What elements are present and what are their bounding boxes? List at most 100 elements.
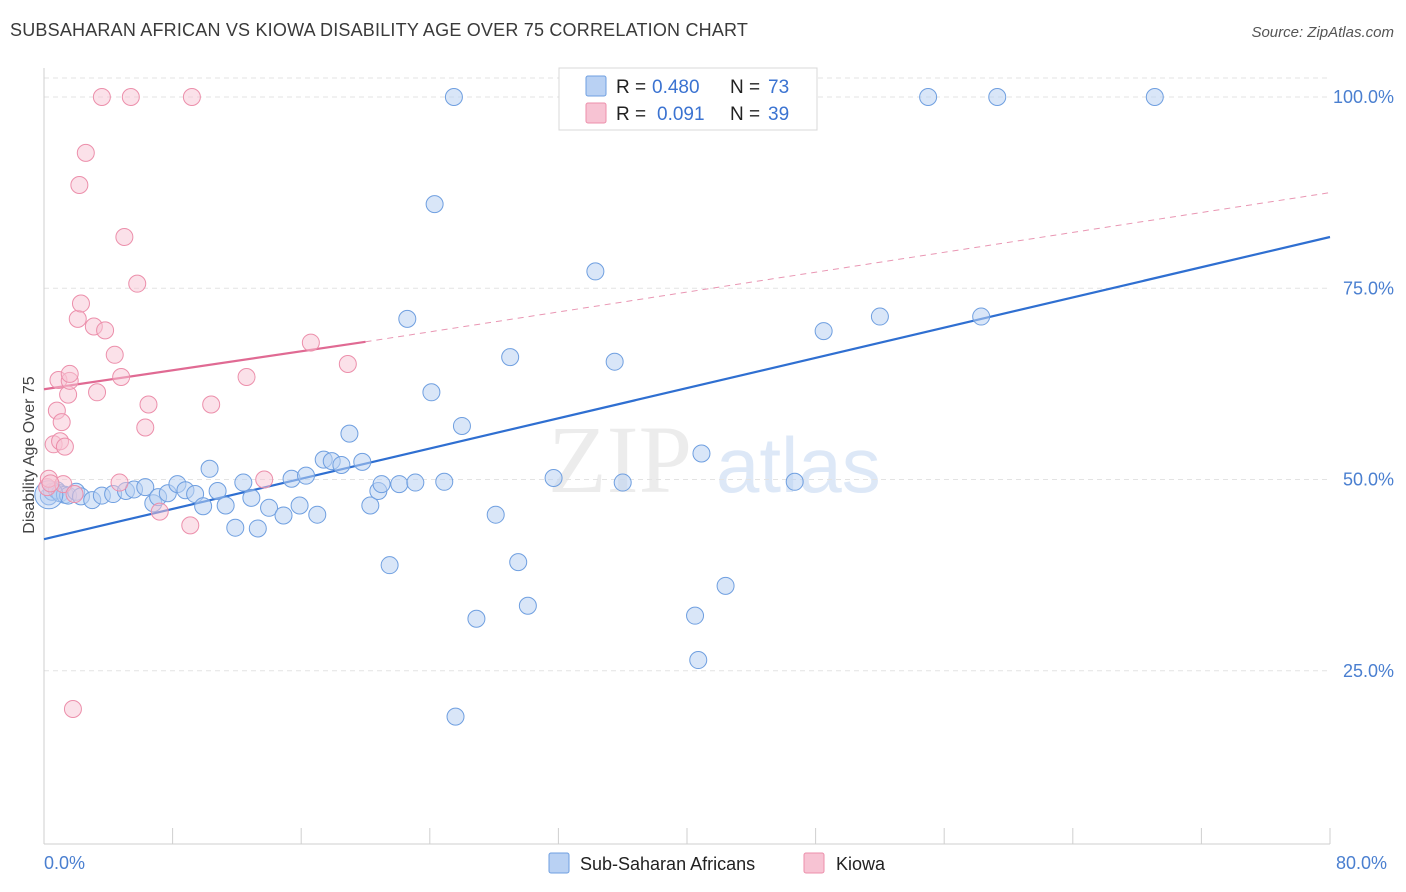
trend-line-sub-saharan-africans [43,235,1331,541]
data-point-sub-saharan-africans [398,309,417,328]
watermark: ZIP atlas [548,406,881,513]
legend-n-value-1: 73 [768,77,789,98]
legend-swatch-blue [585,75,607,97]
data-point-kiowa [105,345,124,364]
data-point-sub-saharan-africans [242,488,261,507]
data-point-kiowa [301,333,320,352]
data-point-sub-saharan-africans [467,609,486,628]
data-point-sub-saharan-africans [586,262,605,281]
data-point-sub-saharan-africans [260,498,279,517]
data-point-sub-saharan-africans [332,455,351,474]
y-tick-label: 75.0% [1343,278,1394,298]
data-point-sub-saharan-africans [919,88,938,106]
y-tick-label: 50.0% [1343,470,1394,490]
data-point-kiowa [128,274,147,293]
data-point-sub-saharan-africans [686,606,705,625]
y-tick-label: 25.0% [1343,661,1394,681]
data-point-kiowa [139,395,158,414]
legend-r-label-1: R = [616,77,646,98]
data-point-kiowa [115,227,134,246]
data-point-sub-saharan-africans [1145,88,1164,106]
y-tick-labels: 25.0% 50.0% 75.0% 100.0% [1333,87,1394,681]
bottom-legend-label-2: Kiowa [836,854,886,874]
legend-n-value-2: 39 [768,104,789,125]
series-kiowa [38,88,357,718]
legend-swatch-pink [585,102,607,124]
bottom-legend-swatch-blue [548,852,570,874]
y-axis-title: Disability Age Over 75 [21,376,38,534]
data-point-kiowa [181,516,200,535]
data-point-sub-saharan-africans [501,348,520,367]
data-point-kiowa [63,700,82,718]
trend-line-kiowa-extension [365,192,1331,343]
data-point-sub-saharan-africans [692,444,711,463]
data-point-sub-saharan-africans [234,473,253,492]
data-point-kiowa [237,367,256,386]
data-point-sub-saharan-africans [216,496,235,515]
data-point-sub-saharan-africans [814,322,833,341]
x-axis-ticks [43,828,1331,844]
data-point-sub-saharan-africans [380,556,399,575]
data-point-sub-saharan-africans [208,481,227,500]
data-point-kiowa [338,354,357,373]
chart-source: Source: ZipAtlas.com [1251,24,1394,41]
data-point-sub-saharan-africans [248,519,267,538]
data-point-sub-saharan-africans [308,505,327,524]
data-point-kiowa [202,395,221,414]
data-point-sub-saharan-africans [274,506,293,525]
chart-title: SUBSAHARAN AFRICAN VS KIOWA DISABILITY A… [10,20,749,40]
data-point-sub-saharan-africans [716,576,735,595]
y-tick-label: 100.0% [1333,87,1394,107]
legend-n-label-1: N = [730,77,760,98]
data-point-kiowa [136,418,155,437]
watermark-zip: ZIP [548,406,692,513]
legend-n-label-2: N = [730,104,760,125]
data-point-kiowa [182,88,201,106]
data-point-sub-saharan-africans [435,472,454,491]
data-point-sub-saharan-africans [870,307,889,326]
data-point-sub-saharan-africans [689,651,708,670]
data-point-sub-saharan-africans [422,383,441,402]
watermark-atlas: atlas [716,421,881,509]
top-legend: R = 0.480 N = 73 R = 0.091 N = 39 [558,67,818,131]
data-point-sub-saharan-africans [988,88,1007,106]
gridlines [44,77,1330,672]
data-point-sub-saharan-africans [372,475,391,494]
data-point-kiowa [92,88,111,106]
data-point-sub-saharan-africans [194,497,213,516]
data-point-kiowa [112,367,131,386]
x-tick-label-min: 0.0% [44,853,85,873]
data-point-sub-saharan-africans [518,596,537,615]
data-point-kiowa [88,383,107,402]
data-point-sub-saharan-africans [544,468,563,487]
data-point-sub-saharan-africans [200,459,219,478]
data-point-kiowa [70,175,89,194]
data-point-kiowa [41,474,60,493]
bottom-legend-label-1: Sub-Saharan Africans [580,854,755,874]
trend-line-kiowa [43,340,366,391]
data-point-sub-saharan-africans [136,478,155,497]
data-point-sub-saharan-africans [486,505,505,524]
x-tick-label-max: 80.0% [1336,853,1387,873]
data-point-sub-saharan-africans [785,472,804,491]
data-point-sub-saharan-africans [290,496,309,515]
data-point-sub-saharan-africans [425,195,444,214]
data-point-kiowa [96,321,115,340]
data-point-kiowa [60,364,79,383]
data-point-sub-saharan-africans [297,466,316,485]
data-point-kiowa [71,294,90,313]
data-point-sub-saharan-africans [390,475,409,494]
data-point-kiowa [255,470,274,489]
data-point-sub-saharan-africans [340,424,359,443]
data-point-kiowa [121,88,140,106]
data-point-kiowa [150,502,169,521]
data-point-sub-saharan-africans [452,416,471,435]
bottom-legend-swatch-pink [803,852,825,874]
data-point-sub-saharan-africans [406,473,425,492]
data-point-kiowa [55,437,74,456]
data-point-sub-saharan-africans [226,518,245,537]
data-point-sub-saharan-africans [446,707,465,726]
data-point-sub-saharan-africans [444,88,463,106]
legend-r-label-2: R = [616,104,646,125]
